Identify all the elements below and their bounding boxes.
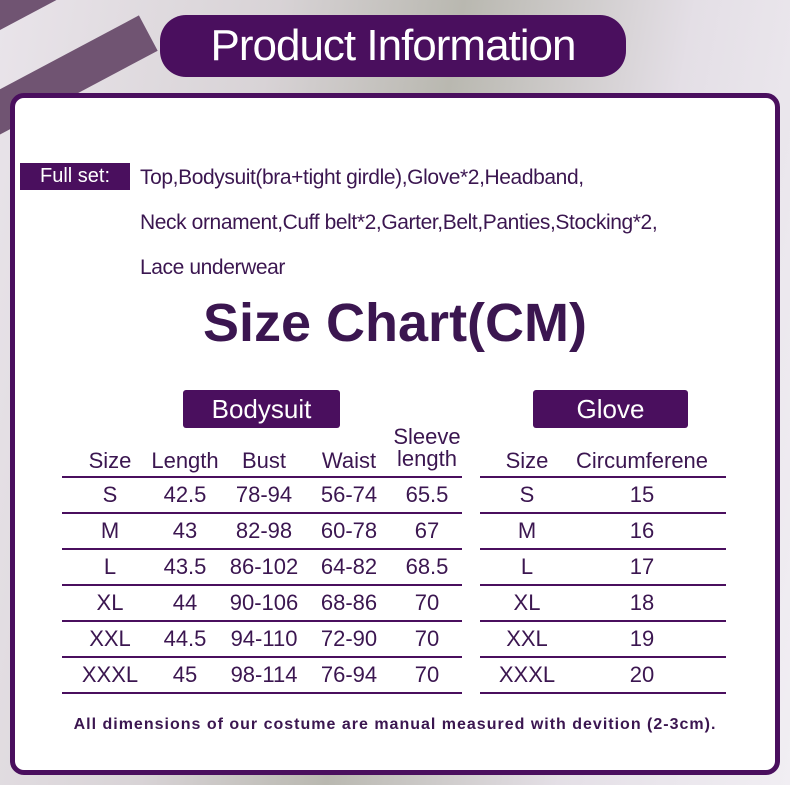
bodysuit-cell: M bbox=[100, 518, 120, 543]
bodysuit-cell: 68-86 bbox=[320, 590, 378, 615]
full-set-line: Neck ornament,Cuff belt*2,Garter,Belt,Pa… bbox=[140, 211, 658, 234]
bodysuit-cell: 70 bbox=[414, 626, 440, 651]
bodysuit-cell: XL bbox=[96, 590, 124, 615]
glove-cell: 16 bbox=[629, 518, 655, 543]
header-size: Size bbox=[88, 448, 132, 473]
table-divider bbox=[480, 584, 726, 586]
bodysuit-cell: 76-94 bbox=[320, 662, 378, 687]
glove-cell: 15 bbox=[629, 482, 655, 507]
bodysuit-cell: 82-98 bbox=[235, 518, 293, 543]
bodysuit-cell: 94-110 bbox=[230, 626, 298, 651]
bodysuit-cell: 45 bbox=[172, 662, 198, 687]
bodysuit-label: Bodysuit bbox=[183, 390, 340, 428]
table-divider bbox=[62, 584, 462, 586]
glove-cell: S bbox=[519, 482, 535, 507]
table-divider bbox=[480, 692, 726, 694]
table-divider bbox=[62, 512, 462, 514]
glove-cell: M bbox=[517, 518, 537, 543]
glove-cell: L bbox=[520, 554, 534, 579]
table-divider bbox=[480, 476, 726, 478]
glove-cell: 18 bbox=[629, 590, 655, 615]
bodysuit-cell: XXL bbox=[89, 626, 131, 651]
full-set-line: Top,Bodysuit(bra+tight girdle),Glove*2,H… bbox=[140, 166, 584, 189]
bodysuit-cell: 70 bbox=[414, 662, 440, 687]
bodysuit-cell: 90-106 bbox=[229, 590, 299, 615]
glove-label: Glove bbox=[533, 390, 688, 428]
bodysuit-cell: 64-82 bbox=[320, 554, 378, 579]
bodysuit-cell: XXXL bbox=[81, 662, 139, 687]
bodysuit-cell: 70 bbox=[414, 590, 440, 615]
glove-header-circumference: Circumferene bbox=[575, 448, 709, 473]
glove-header-size: Size bbox=[505, 448, 549, 473]
glove-cell: 17 bbox=[629, 554, 655, 579]
bodysuit-cell: 68.5 bbox=[405, 554, 449, 579]
bodysuit-cell: 44.5 bbox=[163, 626, 207, 651]
header-sleeve-length: length bbox=[397, 446, 457, 471]
bodysuit-cell: 43.5 bbox=[163, 554, 207, 579]
table-divider bbox=[62, 548, 462, 550]
bodysuit-cell: 56-74 bbox=[320, 482, 378, 507]
table-divider bbox=[480, 656, 726, 658]
header-sleeve: Sleeve bbox=[393, 424, 461, 449]
bodysuit-cell: 98-114 bbox=[230, 662, 298, 687]
table-divider bbox=[62, 476, 462, 478]
table-divider bbox=[480, 620, 726, 622]
page-title: Product Information bbox=[160, 15, 626, 77]
table-divider bbox=[62, 692, 462, 694]
glove-cell: XL bbox=[513, 590, 541, 615]
bodysuit-cell: 42.5 bbox=[163, 482, 207, 507]
glove-cell: XXL bbox=[506, 626, 548, 651]
bodysuit-cell: 67 bbox=[414, 518, 440, 543]
header-bust: Bust bbox=[241, 448, 287, 473]
table-divider bbox=[480, 548, 726, 550]
bodysuit-cell: S bbox=[102, 482, 118, 507]
full-set-label: Full set: bbox=[20, 163, 130, 190]
size-chart-title: Size Chart(CM) bbox=[202, 293, 587, 353]
table-divider bbox=[62, 620, 462, 622]
bodysuit-cell: 60-78 bbox=[320, 518, 378, 543]
bodysuit-cell: 65.5 bbox=[405, 482, 449, 507]
bodysuit-cell: 72-90 bbox=[320, 626, 378, 651]
bodysuit-cell: 86-102 bbox=[229, 554, 299, 579]
glove-cell: 19 bbox=[629, 626, 655, 651]
glove-cell: XXXL bbox=[498, 662, 556, 687]
bodysuit-cell: 78-94 bbox=[235, 482, 293, 507]
bodysuit-cell: L bbox=[103, 554, 117, 579]
header-waist: Waist bbox=[321, 448, 377, 473]
bodysuit-cell: 44 bbox=[172, 590, 198, 615]
header-length: Length bbox=[151, 448, 219, 473]
footer-note: All dimensions of our costume are manual… bbox=[73, 716, 717, 733]
bodysuit-cell: 43 bbox=[172, 518, 198, 543]
full-set-line: Lace underwear bbox=[140, 256, 285, 279]
table-divider bbox=[62, 656, 462, 658]
table-divider bbox=[480, 512, 726, 514]
glove-cell: 20 bbox=[629, 662, 655, 687]
info-panel bbox=[10, 93, 780, 775]
